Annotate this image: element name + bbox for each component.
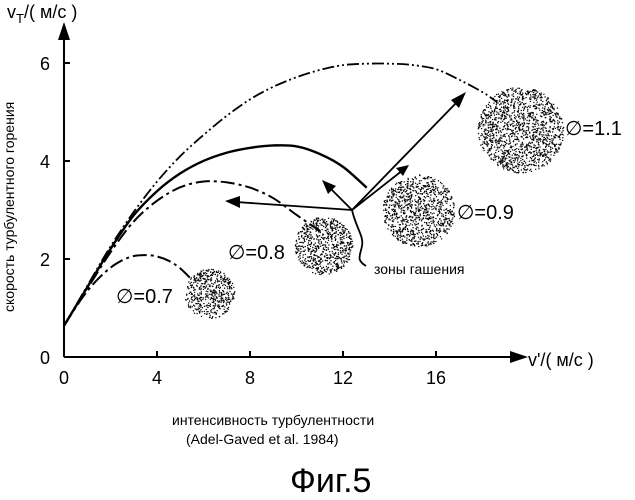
phi-label-1.1: ∅=1.1	[565, 118, 622, 140]
phi-label-0.9: ∅=0.9	[457, 202, 514, 224]
arrow-right-icon	[396, 165, 409, 176]
x-tick-label: 0	[59, 368, 69, 388]
x-axis-label: интенсивность турбулентности	[172, 412, 374, 428]
stipple-circles	[185, 87, 565, 320]
series-group	[62, 62, 498, 327]
y-axis-unit: vT/( м/с )	[7, 2, 77, 26]
source-citation: (Adel-Gaved et al. 1984)	[186, 431, 339, 447]
series-line-phi-0.8	[63, 180, 321, 327]
phi-label-0.7: ∅=0.7	[116, 286, 173, 308]
phi-label-0.8: ∅=0.8	[228, 242, 285, 264]
y-axis-arrow-icon	[58, 22, 70, 40]
x-axis-arrow-icon	[510, 351, 528, 363]
arrow-left-icon	[225, 196, 240, 208]
quench-zone-label: зоны гашения	[374, 261, 464, 277]
arrow-line-up-left	[329, 187, 353, 211]
arrow-up-left-icon	[322, 180, 336, 194]
y-axis-unit-rest: /( м/с )	[24, 2, 77, 22]
axes	[63, 30, 518, 358]
y-axis-unit-subscript: T	[16, 11, 24, 26]
y-tick-label: 0	[40, 348, 50, 368]
stipple-circle	[294, 217, 354, 276]
arrow-up-right-icon	[451, 92, 466, 108]
arrow-line-up-right	[351, 100, 459, 211]
tick-marks	[64, 62, 437, 357]
y-tick-label: 6	[40, 54, 50, 74]
y-tick-label: 4	[40, 152, 50, 172]
x-tick-label: 8	[245, 368, 255, 388]
y-axis-label: скорость турбулентного горения	[1, 102, 17, 312]
x-axis-unit: v'/( м/с )	[528, 350, 594, 370]
x-tick-label: 4	[152, 368, 162, 388]
figure-caption: Фиг.5	[290, 462, 371, 500]
x-tick-label: 16	[426, 368, 446, 388]
stipple-circle	[383, 174, 456, 248]
arrow-line-right	[351, 169, 404, 211]
arrow-line-left	[235, 201, 353, 211]
quench-zone-pointer	[351, 209, 367, 267]
stipple-circle	[185, 268, 236, 320]
direction-arrows	[235, 100, 459, 211]
stipple-circle	[477, 87, 565, 174]
x-tick-label: 12	[333, 368, 353, 388]
arrow-heads	[225, 92, 466, 208]
y-axis-unit-symbol: v	[7, 2, 16, 22]
series-line-phi-1.1	[63, 62, 498, 327]
y-tick-label: 2	[40, 250, 50, 270]
series-line-phi-0.9	[62, 144, 368, 327]
series-line-phi-0.7	[63, 254, 193, 327]
